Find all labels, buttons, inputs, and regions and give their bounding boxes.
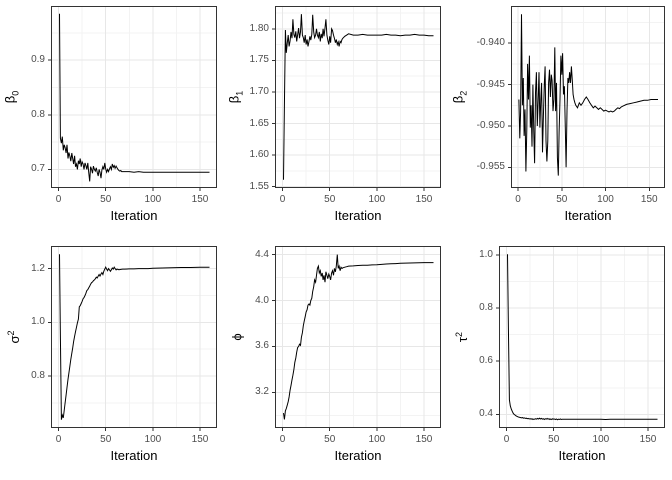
beta1-y-tick-label: 1.75 [249, 54, 269, 66]
tau2-trace-line [507, 254, 658, 421]
beta1-x-tick-label: 100 [368, 194, 386, 205]
beta1-x-tick-label: 50 [324, 194, 336, 205]
tau2-y-tick-label: 0.8 [479, 301, 493, 313]
tau2-y-tick-label: 0.6 [479, 355, 493, 367]
x-axis-title-beta2: Iteration [564, 208, 612, 223]
beta0-x-tick-label: 150 [191, 194, 209, 205]
beta0-y-tick-label: 0.7 [31, 163, 45, 175]
beta0-trace-plot [48, 6, 217, 191]
tau2-trace-plot [496, 246, 665, 431]
beta2-x-tick-label: 150 [640, 194, 658, 205]
y-axis-title-tau2: τ2 [453, 331, 471, 343]
beta1-x-tick-label: 0 [279, 194, 286, 205]
y-axis-title-beta2: β2 [450, 90, 471, 104]
beta1-y-tick-label: 1.70 [249, 85, 269, 97]
sigma2-x-tick-label: 100 [144, 434, 162, 445]
phi-y-tick-label: 3.6 [255, 340, 269, 352]
tau2-y-tick-label: 0.4 [479, 408, 493, 420]
sigma2-y-tick-label: 0.8 [31, 370, 45, 382]
panel-phi: ϕ Iteration 3.2 3.6 4.0 4.4 0 50 100 150 [224, 240, 448, 480]
x-axis-title-beta0: Iteration [110, 208, 158, 223]
beta0-y-tick-label: 0.8 [31, 108, 45, 120]
beta1-y-tick-label: 1.60 [249, 149, 269, 161]
beta2-y-tick-label: -0.940 [476, 37, 505, 49]
sigma2-y-tick-label: 1.0 [31, 316, 45, 328]
panel-sigma2: σ2 Iteration 0.8 1.0 1.2 0 50 100 150 [0, 240, 224, 480]
phi-x-tick-label: 100 [368, 434, 386, 445]
y-axis-title-subscript: 2 [458, 90, 469, 96]
phi-trace-plot [272, 246, 441, 431]
tau2-x-tick-label: 150 [639, 434, 657, 445]
y-axis-title-superscript: 2 [5, 330, 16, 336]
beta1-trace-line [283, 14, 434, 180]
x-axis-title-sigma2: Iteration [110, 448, 158, 463]
phi-x-tick-label: 0 [279, 434, 286, 445]
beta2-x-tick-label: 100 [597, 194, 614, 205]
x-axis-title-phi: Iteration [334, 448, 382, 463]
x-axis-title-tau2: Iteration [558, 448, 606, 463]
phi-trace-line [283, 254, 434, 420]
y-axis-title-text: τ [455, 336, 471, 343]
phi-y-tick-label: 4.0 [255, 294, 269, 306]
tau2-x-tick-label: 100 [592, 434, 610, 445]
beta0-x-tick-label: 0 [55, 194, 62, 205]
phi-x-tick-label: 50 [324, 434, 336, 445]
beta1-trace-plot [272, 6, 441, 191]
beta2-x-tick-label: 0 [515, 194, 521, 205]
beta2-trace-plot [508, 6, 665, 191]
beta0-trace-line [59, 13, 210, 182]
phi-x-tick-label: 150 [415, 434, 433, 445]
y-axis-title-subscript: 0 [10, 90, 21, 96]
sigma2-x-tick-label: 150 [191, 434, 209, 445]
panel-beta1: β1 Iteration 1.55 1.60 1.65 1.70 1.75 1.80 0 50… [224, 0, 448, 240]
beta2-y-tick-label: -0.955 [476, 161, 505, 173]
y-axis-title-text: β [450, 95, 466, 104]
beta1-y-tick-label: 1.65 [249, 117, 269, 129]
phi-y-tick-label: 3.2 [255, 386, 269, 398]
y-axis-title-sigma2: σ2 [5, 330, 23, 344]
beta1-y-tick-label: 1.80 [249, 22, 269, 34]
sigma2-y-tick-label: 1.2 [31, 262, 45, 274]
beta2-y-tick-label: -0.950 [476, 119, 505, 131]
y-axis-title-text: σ [7, 335, 23, 344]
beta1-y-tick-label: 1.55 [249, 180, 269, 192]
tau2-y-tick-label: 1.0 [479, 248, 493, 260]
x-axis-title-beta1: Iteration [334, 208, 382, 223]
beta2-trace-line [518, 14, 658, 176]
phi-y-tick-label: 4.4 [255, 248, 269, 260]
sigma2-x-tick-label: 0 [55, 434, 62, 445]
tau2-x-tick-label: 0 [503, 434, 510, 445]
beta0-y-tick-label: 0.9 [31, 54, 45, 66]
panel-beta0: β0 Iteration 0.7 0.8 0.9 0 50 100 150 [0, 0, 224, 240]
y-axis-title-superscript: 2 [453, 331, 464, 337]
sigma2-trace-plot [48, 246, 217, 431]
beta1-x-tick-label: 150 [415, 194, 433, 205]
beta0-x-tick-label: 100 [144, 194, 162, 205]
sigma2-trace-line [59, 254, 210, 420]
y-axis-title-beta0: β0 [2, 90, 23, 104]
tau2-x-tick-label: 50 [548, 434, 560, 445]
beta0-x-tick-label: 50 [100, 194, 112, 205]
sigma2-x-tick-label: 50 [100, 434, 112, 445]
y-axis-title-text: β [2, 95, 18, 104]
panel-tau2: τ2 Iteration 0.4 0.6 0.8 1.0 0 50 100 150 [448, 240, 672, 480]
beta2-x-tick-label: 50 [556, 194, 568, 205]
panel-beta2: β2 Iteration -0.940 -0.945 -0.950 -0.955 0 50… [448, 0, 672, 240]
beta2-y-tick-label: -0.945 [476, 78, 505, 90]
